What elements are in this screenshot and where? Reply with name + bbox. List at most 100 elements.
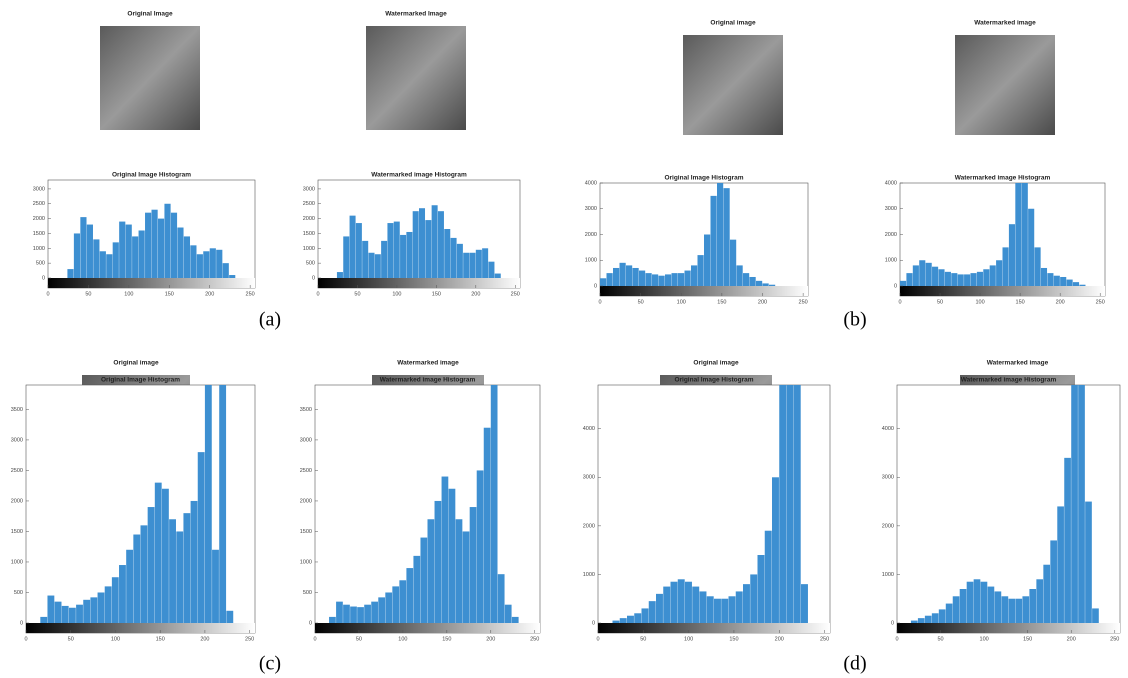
bar <box>931 613 939 623</box>
bar <box>762 283 769 286</box>
bar <box>959 589 967 623</box>
bars <box>612 385 808 623</box>
bar <box>140 525 148 623</box>
y-tick-label: 3000 <box>303 186 315 192</box>
bar <box>983 269 990 286</box>
bar <box>970 273 977 286</box>
bar <box>994 591 1002 623</box>
bar <box>476 470 484 623</box>
bar <box>387 223 394 278</box>
bar <box>1064 457 1071 623</box>
bars <box>40 385 234 623</box>
bar <box>1057 506 1064 623</box>
x-tick-label: 50 <box>638 299 644 305</box>
y-tick-label: 2000 <box>585 232 597 238</box>
bar <box>112 242 119 278</box>
y-tick-label: 500 <box>306 261 315 267</box>
bar <box>1021 183 1028 286</box>
bar <box>164 203 171 278</box>
colorbar <box>900 286 1105 296</box>
bar <box>364 604 371 623</box>
bar <box>648 601 656 623</box>
y-tick-label: 1000 <box>885 258 897 264</box>
y-tick-label: 0 <box>891 620 894 626</box>
y-tick-label: 3500 <box>300 407 312 413</box>
bar <box>190 245 197 278</box>
bar <box>73 233 81 278</box>
bar <box>919 260 926 286</box>
colorbar <box>897 623 1120 633</box>
bar <box>1028 208 1035 286</box>
bar <box>444 229 451 278</box>
bar <box>627 615 634 623</box>
y-tick-label: 1000 <box>11 559 23 565</box>
bar <box>917 618 925 623</box>
bar <box>413 555 421 623</box>
bar <box>419 208 426 278</box>
bar <box>612 620 620 623</box>
x-tick-label: 100 <box>111 636 120 642</box>
bar <box>670 581 678 623</box>
bar <box>639 270 646 286</box>
bar <box>1022 596 1030 623</box>
bar <box>952 596 960 623</box>
bar <box>1036 579 1044 623</box>
bar <box>381 240 388 278</box>
caption: (d) <box>843 653 866 675</box>
bar <box>161 488 169 623</box>
y-tick-label: 0 <box>594 283 597 289</box>
x-tick-label: 250 <box>1096 299 1105 305</box>
y-tick-label: 3500 <box>11 407 23 413</box>
bar <box>665 274 672 286</box>
bar <box>80 217 87 278</box>
x-tick-label: 150 <box>1016 299 1025 305</box>
bars <box>600 183 776 286</box>
bar <box>906 273 913 286</box>
bar <box>104 586 112 623</box>
x-tick-label: 250 <box>245 636 254 642</box>
bars <box>329 385 519 623</box>
y-tick-label: 3000 <box>33 186 45 192</box>
bar <box>431 205 438 278</box>
bar <box>925 262 932 286</box>
bar <box>721 598 729 623</box>
bar <box>455 519 463 623</box>
bar <box>757 555 765 623</box>
y-tick-label: 1000 <box>33 246 45 252</box>
x-tick-label: 250 <box>1110 636 1119 642</box>
bar <box>1050 540 1057 623</box>
bar <box>490 385 498 623</box>
y-tick-label: 0 <box>309 620 312 626</box>
bar <box>656 593 663 623</box>
bar <box>663 586 671 623</box>
bar <box>203 251 210 278</box>
bar <box>76 604 83 623</box>
bar <box>1072 282 1080 286</box>
bar <box>54 601 62 623</box>
image <box>955 35 1055 135</box>
bar <box>196 254 203 278</box>
bar <box>511 616 519 623</box>
bar <box>743 584 750 623</box>
y-tick-label: 2500 <box>303 201 315 207</box>
chart-title: Original Image Histogram <box>664 175 743 182</box>
bar <box>425 220 432 278</box>
y-tick-label: 2500 <box>300 468 312 474</box>
bar <box>412 211 419 278</box>
bar <box>343 236 350 278</box>
bar <box>692 586 700 623</box>
x-tick-label: 0 <box>46 291 49 297</box>
bar <box>385 592 393 623</box>
y-tick-label: 500 <box>303 590 312 596</box>
x-tick-label: 100 <box>684 636 693 642</box>
bar <box>212 549 219 623</box>
bar <box>399 580 407 623</box>
bar <box>190 500 198 623</box>
bar <box>932 266 939 286</box>
y-tick-label: 3000 <box>585 206 597 212</box>
image-title: Watermarked image <box>987 360 1049 367</box>
bar <box>619 618 627 623</box>
bar <box>1015 598 1023 623</box>
bar <box>400 234 407 278</box>
bar <box>406 231 413 278</box>
